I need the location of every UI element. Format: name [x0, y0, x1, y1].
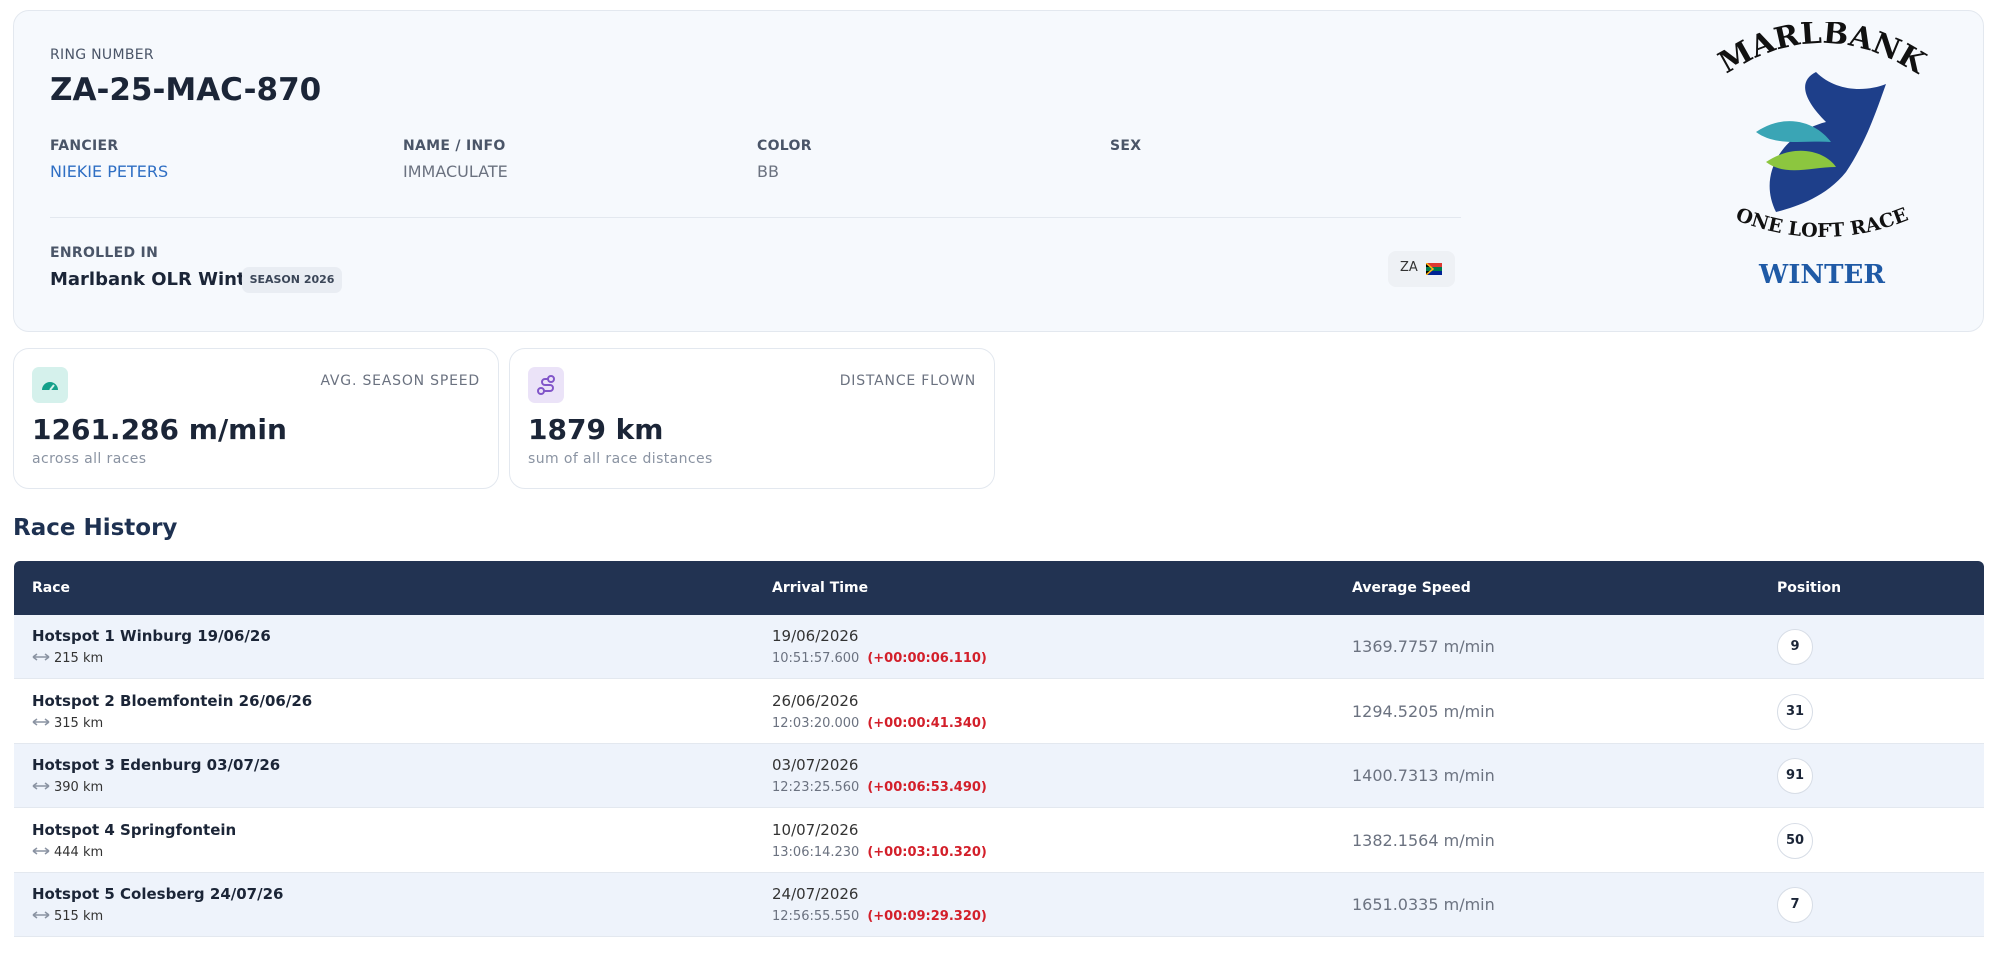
season-badge: SEASON 2026: [242, 267, 342, 293]
logo-wing: [1756, 121, 1831, 142]
divider: [50, 217, 1461, 218]
arrival-date: 10/07/2026: [772, 820, 859, 839]
arrival-time-line: 12:56:55.550 (+00:09:29.320): [772, 909, 987, 924]
column-header: Position: [1777, 580, 1842, 596]
column-header: Average Speed: [1352, 580, 1471, 596]
stat-icon: [32, 367, 68, 403]
distance-icon: [32, 909, 50, 919]
section-title: Race History: [13, 515, 178, 541]
arrival-date: 19/06/2026: [772, 627, 859, 645]
stat-label: DISTANCE FLOWN: [839, 373, 976, 389]
stat-sub: sum of all race distances: [528, 451, 713, 467]
stat-value: 1879 km: [528, 413, 664, 446]
arrival-date: 26/06/2026: [772, 691, 859, 710]
distance-value: 515 km: [54, 909, 104, 924]
field-value: IMMACULATE: [403, 162, 508, 181]
stat-icon: [528, 367, 564, 403]
field-value: BB: [757, 162, 779, 181]
distance-value: 444 km: [54, 844, 104, 860]
distance-icon: [32, 845, 50, 855]
ring-number: ZA-25-MAC-870: [50, 72, 322, 108]
stat-sub: across all races: [32, 451, 147, 467]
distance-value: 315 km: [54, 715, 104, 731]
logo-wing: [1766, 150, 1836, 171]
position: 9: [1777, 629, 1813, 665]
stat-card: DISTANCE FLOWN 1879 km sum of all race dis…: [509, 348, 995, 489]
table-row: Hotspot 3 Edenburg 03/07/26 390 km 03/07/2…: [14, 744, 1984, 808]
distance-value: 390 km: [54, 780, 104, 795]
table-row: Hotspot 2 Bloemfontein 26/06/26 315 km 26/…: [14, 679, 1984, 744]
column-header: Race: [32, 580, 71, 596]
average-speed: 1651.0335 m/min: [1352, 895, 1495, 914]
race-distance: 515 km: [32, 909, 103, 924]
logo-top: MARLBANK: [1716, 22, 1928, 81]
distance-icon: [32, 716, 50, 726]
race-name: Hotspot 2 Bloemfontein 26/06/26: [32, 691, 313, 710]
average-speed: 1382.1564 m/min: [1352, 830, 1495, 850]
race-distance: 444 km: [32, 845, 103, 860]
arrival-delta: (+00:03:10.320): [867, 844, 987, 860]
arrival-time-line: 12:03:20.000 (+00:00:41.340): [772, 716, 987, 731]
race-name: Hotspot 5 Colesberg 24/07/26: [32, 885, 284, 903]
arrival-delta: (+00:00:41.340): [867, 715, 987, 731]
race-name: Marlbank OLR Winter: [50, 269, 267, 290]
logo-bottom: WINTER: [1758, 260, 1885, 290]
arrival-date: 24/07/2026: [772, 885, 859, 903]
race-distance: 215 km: [32, 651, 103, 666]
field-label: COLOR: [757, 138, 812, 154]
arrival-delta: (+00:06:53.490): [867, 780, 987, 795]
arrival-time-line: 13:06:14.230 (+00:03:10.320): [772, 845, 987, 860]
arrival-time: 10:51:57.600: [772, 651, 860, 666]
position: 31: [1777, 693, 1813, 730]
distance-icon: [32, 780, 50, 790]
race-name: Hotspot 1 Winburg 19/06/26: [32, 627, 271, 645]
stat-value: 1261.286 m/min: [32, 413, 287, 446]
arrival-time: 12:23:25.560: [772, 780, 860, 795]
position: 7: [1777, 887, 1813, 923]
arrival-time: 13:06:14.230: [772, 844, 860, 860]
average-speed: 1294.5205 m/min: [1352, 701, 1495, 721]
arrival-delta: (+00:00:06.110): [867, 651, 987, 666]
arrival-time-line: 12:23:25.560 (+00:06:53.490): [772, 780, 987, 795]
table-row: Hotspot 4 Springfontein 444 km 10/07/2026 1…: [14, 808, 1984, 873]
enrolled-label: ENROLLED IN: [50, 245, 159, 261]
position: 91: [1777, 758, 1813, 794]
distance-value: 215 km: [54, 651, 104, 666]
field-label: NAME / INFO: [403, 138, 506, 154]
stat-label: AVG. SEASON SPEED: [320, 373, 480, 389]
logo-top-text: MARLBANK: [1716, 22, 1928, 81]
logo: MARLBANK ONE LOFT RACE WINTER: [1716, 22, 1928, 290]
table-row: Hotspot 5 Colesberg 24/07/26 515 km 24/07/…: [14, 873, 1984, 937]
field-label: SEX: [1110, 138, 1142, 154]
arrival-time: 12:56:55.550: [772, 909, 860, 924]
table-row: Hotspot 1 Winburg 19/06/26 215 km 19/06/20…: [14, 615, 1984, 679]
arrival-delta: (+00:09:29.320): [867, 909, 987, 924]
logo-middle: ONE LOFT RACE: [1733, 204, 1911, 242]
country-code: ZA: [1400, 260, 1418, 275]
average-speed: 1400.7313 m/min: [1352, 766, 1495, 785]
field-value: NIEKIE PETERS: [50, 162, 169, 181]
field-label: FANCIER: [50, 138, 119, 154]
arrival-time: 12:03:20.000: [772, 715, 860, 731]
logo-middle-text: ONE LOFT RACE: [1733, 204, 1911, 242]
race-distance: 390 km: [32, 780, 103, 795]
column-header: Arrival Time: [772, 580, 869, 596]
country-chip: ZA: [1388, 251, 1455, 287]
race-name: Hotspot 3 Edenburg 03/07/26: [32, 756, 281, 774]
stat-card: AVG. SEASON SPEED 1261.286 m/min across al…: [13, 348, 499, 489]
flag: [1426, 263, 1442, 275]
ring-label: RING NUMBER: [50, 47, 154, 63]
logo-bird: [1769, 72, 1886, 212]
average-speed: 1369.7757 m/min: [1352, 637, 1495, 656]
table-header: Race Arrival Time Average Speed Position: [14, 561, 1984, 615]
arrival-time-line: 10:51:57.600 (+00:00:06.110): [772, 651, 987, 666]
arrival-date: 03/07/2026: [772, 756, 859, 774]
race-name: Hotspot 4 Springfontein: [32, 820, 237, 839]
race-distance: 315 km: [32, 716, 103, 731]
position: 50: [1777, 822, 1813, 859]
distance-icon: [32, 651, 50, 661]
